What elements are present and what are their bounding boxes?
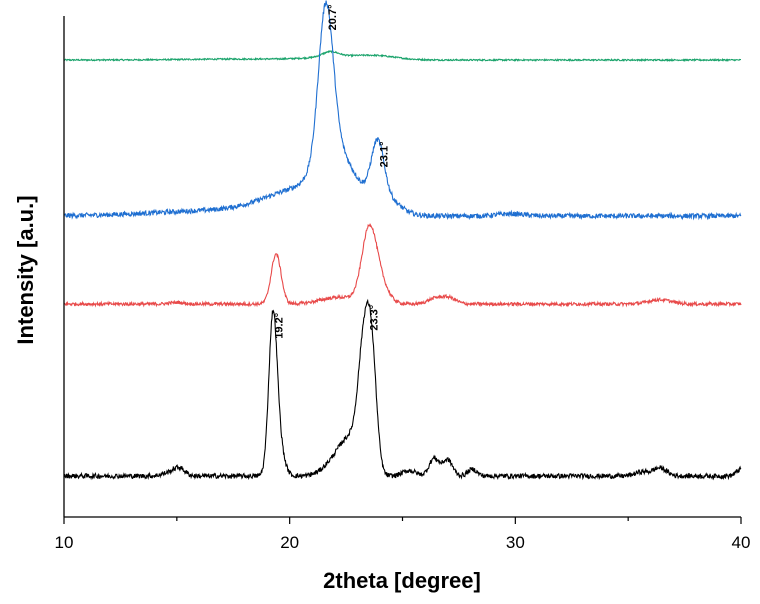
axes <box>63 16 741 518</box>
series-line-0 <box>63 50 742 63</box>
peak-label: 23.3° <box>369 305 381 331</box>
x-tick-label: 40 <box>732 533 751 552</box>
peak-label: 20.7° <box>327 5 339 31</box>
series-line-2 <box>63 223 742 308</box>
x-ticks: 10 20 30 40 <box>55 517 751 552</box>
peak-label: 19.2° <box>274 313 286 339</box>
plot-area: 20.7° 23.1° 19.2° 23.3° <box>63 0 742 481</box>
series-line-3 <box>63 298 742 481</box>
x-axis-label: 2theta [degree] <box>323 568 481 593</box>
x-tick-label: 10 <box>55 533 74 552</box>
series-line-1 <box>63 0 742 221</box>
x-tick-label: 20 <box>280 533 299 552</box>
x-tick-label: 30 <box>506 533 525 552</box>
y-axis-label: Intensity [a.u.] <box>13 195 38 344</box>
peak-label: 23.1° <box>379 142 391 168</box>
